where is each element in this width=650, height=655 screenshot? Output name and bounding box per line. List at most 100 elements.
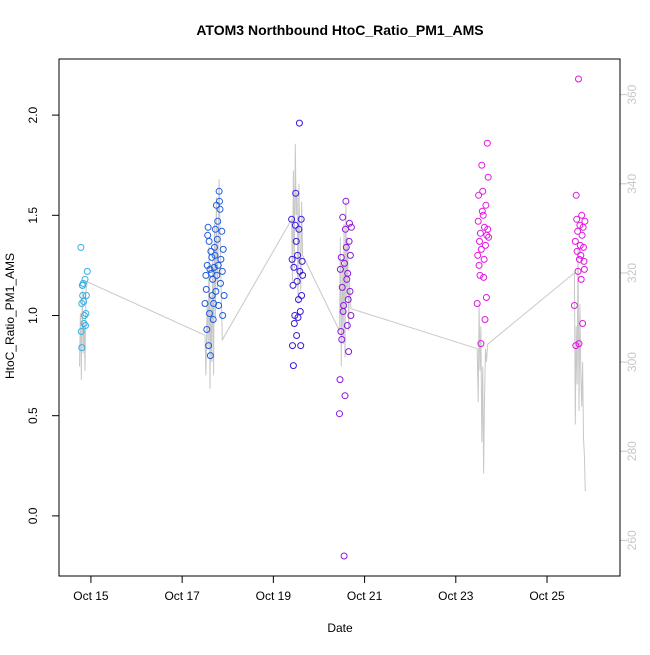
- y-tick-label: 1.5: [26, 207, 40, 224]
- data-point: [581, 217, 589, 225]
- data-point: [209, 275, 217, 283]
- data-point: [297, 215, 305, 223]
- data-point: [83, 267, 91, 275]
- data-point: [289, 281, 297, 289]
- data-point: [299, 271, 307, 279]
- data-point: [291, 221, 299, 229]
- data-point: [345, 237, 353, 245]
- data-point: [474, 217, 482, 225]
- x-tick-label: Oct 15: [73, 589, 109, 603]
- data-point: [294, 251, 301, 259]
- plot-frame: [58, 58, 621, 577]
- data-point: [209, 316, 217, 323]
- data-point: [336, 376, 344, 384]
- y2-tick-label: 360: [625, 84, 639, 104]
- data-point: [575, 75, 582, 83]
- data-point: [482, 294, 490, 301]
- data-point: [337, 253, 345, 261]
- data-point: [480, 273, 488, 281]
- data-point: [484, 225, 492, 233]
- data-point: [341, 259, 348, 267]
- data-point: [342, 197, 350, 205]
- data-point: [214, 261, 222, 269]
- data-point: [81, 275, 89, 283]
- x-tick-label: Oct 19: [256, 589, 292, 603]
- data-point: [294, 314, 302, 321]
- data-point: [80, 320, 88, 327]
- data-point: [218, 227, 226, 235]
- data-point: [213, 235, 221, 243]
- data-point: [577, 251, 585, 259]
- data-point: [290, 263, 298, 271]
- data-point: [215, 187, 223, 195]
- data-point: [288, 215, 296, 223]
- data-point: [215, 302, 223, 309]
- data-point: [477, 245, 485, 253]
- data-point: [338, 283, 346, 291]
- data-point: [570, 302, 578, 309]
- data-point: [341, 392, 349, 400]
- data-point: [296, 308, 304, 315]
- chart-title: ATOM3 Northbound HtoC_Ratio_PM1_AMS: [196, 22, 483, 38]
- data-point: [573, 247, 581, 255]
- data-point: [578, 231, 586, 239]
- data-point: [478, 161, 486, 169]
- data-point: [476, 237, 483, 245]
- data-point: [219, 312, 227, 319]
- data-point: [579, 320, 587, 327]
- data-point: [483, 139, 491, 147]
- x-tick-label: Oct 17: [164, 589, 200, 603]
- data-point: [218, 267, 226, 275]
- data-point: [295, 225, 303, 233]
- data-point: [204, 223, 212, 231]
- data-point: [344, 269, 352, 277]
- series-3: [288, 119, 307, 370]
- data-point: [572, 191, 580, 199]
- data-point: [340, 302, 348, 309]
- data-point: [81, 312, 88, 319]
- data-point: [205, 237, 213, 245]
- data-point: [201, 300, 209, 307]
- data-point: [210, 263, 218, 271]
- y2-tick-label: 260: [625, 530, 639, 550]
- data-point: [289, 342, 296, 350]
- data-point: [290, 320, 298, 327]
- y-tick-label: 0.5: [26, 407, 40, 424]
- data-point: [339, 213, 347, 221]
- data-point: [346, 287, 354, 295]
- data-point: [482, 201, 490, 209]
- data-point: [206, 265, 214, 273]
- data-point: [79, 279, 87, 287]
- data-point: [212, 287, 220, 295]
- data-point: [477, 340, 485, 348]
- data-point: [219, 245, 227, 253]
- data-point: [292, 189, 300, 197]
- data-points: [77, 75, 589, 560]
- data-point: [338, 336, 346, 343]
- data-point: [205, 342, 213, 350]
- series-2: [201, 187, 228, 360]
- data-point: [213, 271, 221, 279]
- data-point: [347, 223, 355, 231]
- data-point: [202, 285, 210, 293]
- data-point: [336, 265, 344, 273]
- data-point: [475, 261, 483, 269]
- data-point: [82, 322, 89, 329]
- x-tick-label: Oct 25: [529, 589, 565, 603]
- data-point: [482, 241, 489, 249]
- data-point: [77, 243, 85, 251]
- data-point: [478, 207, 486, 215]
- data-point: [220, 292, 228, 299]
- y2-tick-label: 340: [625, 173, 639, 193]
- data-point: [77, 328, 85, 335]
- data-point: [347, 312, 355, 319]
- series-1: [77, 243, 91, 352]
- data-point: [342, 243, 350, 251]
- data-point: [336, 410, 343, 418]
- data-point: [575, 340, 583, 348]
- data-point: [346, 219, 353, 227]
- data-point: [82, 292, 90, 299]
- data-point: [479, 211, 487, 219]
